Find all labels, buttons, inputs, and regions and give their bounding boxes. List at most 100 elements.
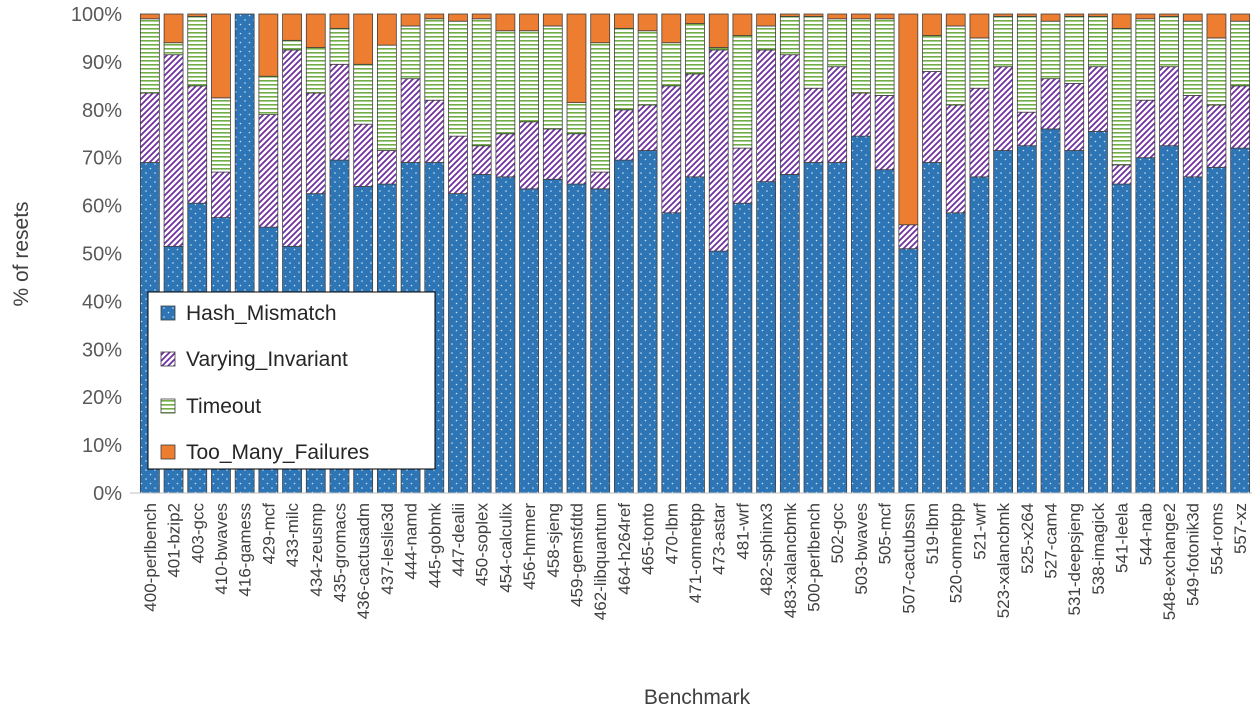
- bar-segment-timeout: [637, 30, 658, 106]
- bar-segment-varying-invariant: [898, 224, 919, 250]
- bar-stack: [969, 13, 990, 494]
- bar-segment-too-many-failures: [1064, 13, 1085, 17]
- bar-segment-too-many-failures: [637, 13, 658, 32]
- x-tick-label: 471-omnetpp: [686, 503, 705, 603]
- x-tick-label: 544-nab: [1136, 503, 1155, 565]
- bar-segment-too-many-failures: [803, 13, 824, 17]
- bar-segment-varying-invariant: [1016, 111, 1037, 147]
- bar-segment-varying-invariant: [874, 95, 895, 171]
- bar-stack: [1088, 13, 1108, 494]
- bar-segment-hash-mismatch: [1182, 176, 1203, 494]
- x-tick-label: 523-xalancbmk: [994, 503, 1013, 619]
- bar-stack: [1016, 13, 1037, 494]
- bar-segment-hash-mismatch: [779, 174, 800, 494]
- bar-segment-timeout: [1182, 20, 1203, 96]
- x-tick-label: 456-hmmer: [520, 503, 539, 590]
- x-tick-label: 465-tonto: [639, 503, 658, 575]
- bar-stack: [1111, 13, 1132, 494]
- bar-segment-timeout: [685, 23, 705, 75]
- bar-segment-hash-mismatch: [1064, 150, 1085, 494]
- bar-segment-timeout: [756, 25, 776, 51]
- x-axis-title: Benchmark: [644, 686, 751, 709]
- bar-segment-varying-invariant: [542, 128, 563, 180]
- bar-segment-too-many-failures: [519, 13, 539, 32]
- bar-segment-too-many-failures: [282, 13, 302, 41]
- bar-segment-hash-mismatch: [1111, 183, 1132, 494]
- bar-segment-too-many-failures: [424, 13, 445, 20]
- bar-segment-too-many-failures: [1088, 13, 1108, 17]
- bar-segment-timeout: [922, 35, 942, 72]
- bar-segment-hash-mismatch: [1206, 166, 1227, 494]
- bar-segment-hash-mismatch: [827, 162, 848, 494]
- bar-stack: [495, 13, 516, 494]
- bar-segment-varying-invariant: [945, 104, 966, 214]
- legend-swatch-varying-invariant: [160, 351, 176, 367]
- x-tick-label: 403-gcc: [188, 503, 207, 564]
- y-tick-label: 80%: [82, 100, 122, 122]
- x-tick-label: 549-fotonik3d: [1184, 503, 1203, 606]
- bar-segment-varying-invariant: [1088, 66, 1108, 132]
- bar-segment-too-many-failures: [187, 13, 208, 17]
- bar-stack: [471, 13, 492, 494]
- bar-segment-timeout: [945, 25, 966, 106]
- x-tick-label: 437-leslie3d: [378, 503, 397, 595]
- bar-segment-varying-invariant: [637, 104, 658, 151]
- y-tick-label: 10%: [82, 435, 122, 457]
- x-tick-label: 470-lbm: [662, 503, 681, 564]
- y-tick-label: 0%: [93, 483, 122, 505]
- bar-segment-timeout: [614, 27, 634, 111]
- legend-swatch-too-many-failures: [160, 444, 176, 460]
- bar-segment-hash-mismatch: [590, 188, 611, 494]
- bar-segment-timeout: [187, 15, 208, 87]
- bar-segment-varying-invariant: [590, 171, 611, 190]
- bar-segment-timeout: [424, 18, 445, 101]
- bar-segment-timeout: [1088, 15, 1108, 68]
- x-tick-label: 519-lbm: [923, 503, 942, 564]
- bar-stack: [851, 13, 871, 494]
- x-tick-label: 521-wrf: [970, 503, 989, 560]
- bar-segment-hash-mismatch: [756, 181, 776, 494]
- y-tick-label: 50%: [82, 244, 122, 266]
- x-tick-label: 538-imagick: [1089, 503, 1108, 595]
- bar-segment-too-many-failures: [945, 13, 966, 27]
- bar-segment-varying-invariant: [708, 49, 729, 252]
- bar-segment-too-many-failures: [661, 13, 682, 44]
- bar-segment-timeout: [376, 44, 397, 151]
- bar-segment-too-many-failures: [993, 13, 1014, 17]
- bar-segment-timeout: [305, 47, 326, 94]
- bar-segment-varying-invariant: [258, 114, 279, 228]
- bar-stack: [779, 13, 800, 494]
- bar-segment-timeout: [1016, 15, 1037, 113]
- bar-segment-varying-invariant: [827, 66, 848, 163]
- y-tick-label: 30%: [82, 339, 122, 361]
- x-tick-label: 450-soplex: [473, 503, 492, 587]
- bar-segment-too-many-failures: [969, 13, 990, 39]
- bar-stack: [1182, 13, 1203, 494]
- bar-stack: [566, 13, 587, 494]
- x-tick-label: 435-gromacs: [330, 503, 349, 602]
- bar-segment-too-many-failures: [827, 13, 848, 20]
- bar-segment-hash-mismatch: [637, 150, 658, 494]
- bar-segment-varying-invariant: [661, 85, 682, 214]
- bar-segment-varying-invariant: [495, 133, 516, 178]
- bar-segment-varying-invariant: [851, 92, 871, 137]
- legend-item-too-many-failures: Too_Many_Failures: [160, 441, 369, 464]
- bar-segment-varying-invariant: [779, 54, 800, 175]
- y-tick-label: 40%: [82, 291, 122, 313]
- bar-segment-hash-mismatch: [803, 162, 824, 494]
- bar-stack: [803, 13, 824, 494]
- bar-segment-timeout: [1206, 37, 1227, 106]
- x-tick-label: 462-libquantum: [591, 503, 610, 620]
- bar-segment-varying-invariant: [969, 87, 990, 178]
- y-axis-title: % of resets: [10, 201, 33, 306]
- y-axis-ticks: 0% 10% 20% 30% 40% 50% 60% 70% 80% 90% 100%: [71, 4, 122, 505]
- legend-item-varying-invariant: Varying_Invariant: [160, 348, 348, 371]
- bar-segment-too-many-failures: [685, 13, 705, 24]
- bar-segment-too-many-failures: [1111, 13, 1132, 29]
- x-tick-label: 503-bwaves: [852, 503, 871, 595]
- bar-segment-too-many-failures: [756, 13, 776, 27]
- y-tick-label: 100%: [71, 4, 122, 26]
- legend-label-varying-invariant: Varying_Invariant: [186, 348, 348, 371]
- bar-segment-hash-mismatch: [566, 183, 587, 494]
- bar-segment-too-many-failures: [258, 13, 279, 77]
